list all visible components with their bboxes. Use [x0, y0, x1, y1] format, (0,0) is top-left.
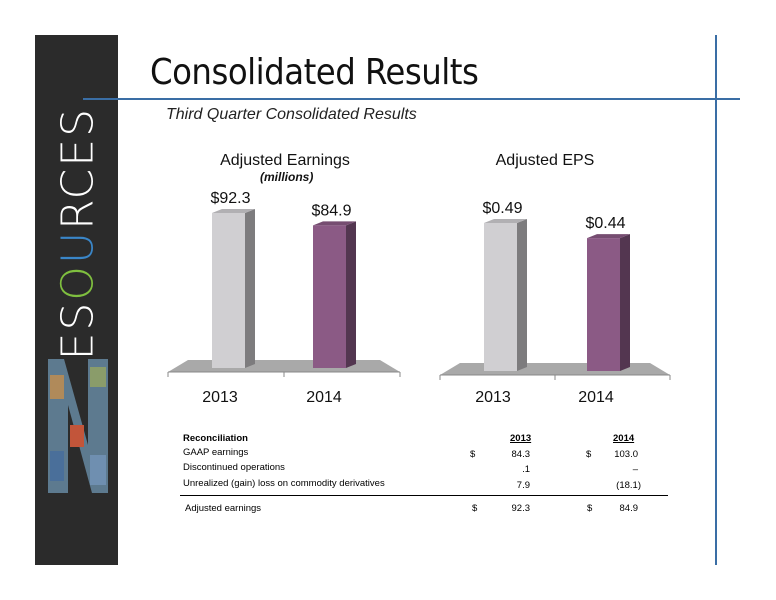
chart-floor	[168, 360, 400, 372]
bar-top	[484, 219, 527, 223]
recon-total-label: Adjusted earnings	[185, 503, 262, 514]
recon-col-2014: 2014	[613, 433, 635, 444]
chart-adjusted-earnings: $92.3 2013 $84.9 2014	[167, 190, 401, 406]
category-label: 2014	[306, 389, 342, 406]
bar-2013	[212, 213, 245, 368]
bar-top	[587, 234, 630, 239]
recon-row-label: GAAP earnings	[183, 447, 249, 458]
recon-row-value-2013: 84.3	[511, 449, 531, 460]
recon-row-value-2014: –	[632, 464, 638, 475]
chart-2-title: Adjusted EPS	[495, 152, 595, 169]
category-label: 2014	[578, 389, 614, 406]
category-label: 2013	[202, 389, 238, 406]
category-label: 2013	[475, 389, 511, 406]
recon-total-currency: $	[472, 503, 478, 514]
recon-row-value-2014: (18.1)	[616, 480, 641, 491]
recon-row-currency: $	[586, 449, 592, 460]
vertical-rule	[715, 35, 717, 565]
chart-adjusted-eps: $0.49 2013 $0.44 2014	[439, 200, 671, 406]
data-label: $84.9	[311, 202, 351, 219]
bar-2014	[587, 238, 620, 371]
bar-2013	[484, 223, 517, 371]
chart-1-title: Adjusted Earnings	[220, 152, 350, 169]
recon-header: Reconciliation	[183, 433, 248, 444]
recon-row-label: Discontinued operations	[183, 462, 285, 473]
recon-row-value-2014: 103.0	[614, 449, 638, 460]
bar-2014	[313, 225, 346, 368]
data-label: $0.49	[482, 200, 522, 217]
slide-title: Consolidated Results	[150, 52, 479, 93]
bar-top	[212, 209, 255, 213]
recon-total-currency: $	[587, 503, 593, 514]
recon-col-2013: 2013	[510, 433, 532, 444]
chart-floor	[440, 363, 670, 375]
recon-total-rule	[180, 495, 668, 496]
data-label: $0.44	[585, 215, 625, 232]
recon-row-value-2013: 7.9	[516, 480, 530, 491]
recon-total-value-2014: 84.9	[619, 503, 639, 514]
bar-side	[346, 221, 356, 368]
recon-row-label: Unrealized (gain) loss on commodity deri…	[183, 478, 385, 489]
recon-row-value-2013: .1	[522, 464, 530, 475]
bar-side	[620, 234, 630, 371]
title-rule	[83, 98, 740, 100]
bar-side	[517, 219, 527, 371]
bar-top	[313, 221, 356, 226]
company-logo	[44, 355, 112, 495]
chart-1-subtitle: (millions)	[260, 170, 314, 184]
bar-side	[245, 209, 255, 368]
recon-total-value-2013: 92.3	[511, 503, 531, 514]
recon-row-currency: $	[470, 449, 476, 460]
data-label: $92.3	[210, 190, 250, 207]
slide-subtitle: Third Quarter Consolidated Results	[166, 106, 417, 123]
